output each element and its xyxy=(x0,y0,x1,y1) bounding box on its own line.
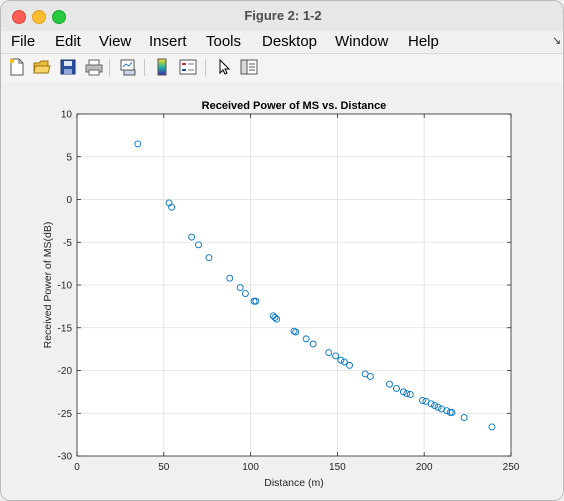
data-point xyxy=(399,388,407,396)
data-point xyxy=(188,233,196,241)
data-point xyxy=(392,385,400,392)
x-tick-label: 50 xyxy=(158,462,170,473)
chart-title: Received Power of MS vs. Distance xyxy=(202,100,387,112)
data-point xyxy=(403,390,411,398)
menu-insert[interactable]: Insert xyxy=(149,33,187,50)
data-point xyxy=(250,297,258,305)
legend-icon[interactable] xyxy=(179,58,197,76)
data-point xyxy=(446,408,454,416)
zoom-window-button[interactable] xyxy=(52,10,66,24)
menu-overflow-icon[interactable]: ↘ xyxy=(552,35,562,47)
print-icon[interactable] xyxy=(85,58,103,76)
data-point xyxy=(269,312,277,320)
y-tick-label: 0 xyxy=(66,195,72,206)
x-tick-label: 200 xyxy=(416,462,433,473)
menu-desktop[interactable]: Desktop xyxy=(262,33,318,50)
data-point xyxy=(340,358,348,366)
property-inspector-icon[interactable] xyxy=(240,58,258,76)
toolbar-separator xyxy=(109,59,110,76)
new-figure-icon[interactable] xyxy=(8,58,26,76)
pointer-icon[interactable] xyxy=(215,58,233,76)
data-point xyxy=(337,356,345,364)
x-tick-label: 100 xyxy=(242,462,259,473)
close-window-button[interactable] xyxy=(12,10,26,24)
menu-file[interactable]: File xyxy=(11,33,36,50)
data-point xyxy=(241,290,249,298)
x-axis-label: Distance (m) xyxy=(264,477,324,489)
data-point xyxy=(427,400,435,408)
menu-edit[interactable]: Edit xyxy=(55,33,81,50)
link-plot-icon[interactable] xyxy=(119,58,137,76)
x-tick-label: 0 xyxy=(74,462,80,473)
data-point xyxy=(366,373,374,380)
minimize-window-button[interactable] xyxy=(32,10,46,24)
y-axis-label: Received Power of MS(dB) xyxy=(42,222,54,349)
title-bar: Figure 2: 1-2 xyxy=(1,1,563,32)
y-tick-label: -10 xyxy=(58,281,73,292)
y-tick-label: 10 xyxy=(61,110,73,121)
data-point xyxy=(309,340,317,348)
menu-tools[interactable]: Tools xyxy=(206,33,242,50)
data-point xyxy=(325,349,333,356)
data-point xyxy=(205,254,213,262)
data-point xyxy=(226,274,234,282)
data-point xyxy=(168,203,176,211)
data-point xyxy=(431,402,439,410)
menu-window[interactable]: Window xyxy=(335,33,389,50)
data-point xyxy=(346,361,354,369)
data-point xyxy=(434,403,442,411)
menu-bar: File Edit View Insert Tools Desktop Wind… xyxy=(1,31,563,53)
data-point xyxy=(406,390,414,398)
data-point xyxy=(460,414,468,421)
data-point xyxy=(302,335,310,343)
open-file-icon[interactable] xyxy=(33,58,51,76)
data-point xyxy=(332,352,340,360)
menu-help[interactable]: Help xyxy=(408,33,439,50)
data-point xyxy=(236,284,244,292)
y-tick-label: -30 xyxy=(58,452,73,463)
data-points xyxy=(134,140,496,431)
data-point xyxy=(134,140,142,148)
data-point xyxy=(386,380,393,388)
toolbar xyxy=(1,53,563,83)
toolbar-separator xyxy=(144,59,145,76)
data-point xyxy=(195,241,202,249)
y-tick-label: -20 xyxy=(58,366,73,377)
figure-canvas: 0 50 100 150 200 250 10 5 0 -5 -10 -15 -20 -25 -30 Rec… xyxy=(1,82,564,501)
menu-view[interactable]: View xyxy=(99,33,132,50)
y-tick-label: -5 xyxy=(63,238,72,249)
data-point xyxy=(448,408,456,416)
x-tick-label: 150 xyxy=(329,462,346,473)
data-point xyxy=(488,423,496,431)
data-point xyxy=(273,315,281,323)
y-tick-label: -15 xyxy=(58,323,73,334)
save-icon[interactable] xyxy=(59,58,77,76)
window-title: Figure 2: 1-2 xyxy=(244,8,322,23)
x-tick-label: 250 xyxy=(503,462,520,473)
data-point xyxy=(271,314,279,321)
toolbar-separator xyxy=(205,59,206,76)
grid-lines xyxy=(77,114,511,456)
data-point xyxy=(419,396,426,404)
y-tick-label: 5 xyxy=(66,152,72,163)
data-point xyxy=(252,297,260,305)
colorbar-icon[interactable] xyxy=(153,58,171,76)
data-point xyxy=(292,328,300,336)
y-tick-label: -25 xyxy=(58,409,73,420)
